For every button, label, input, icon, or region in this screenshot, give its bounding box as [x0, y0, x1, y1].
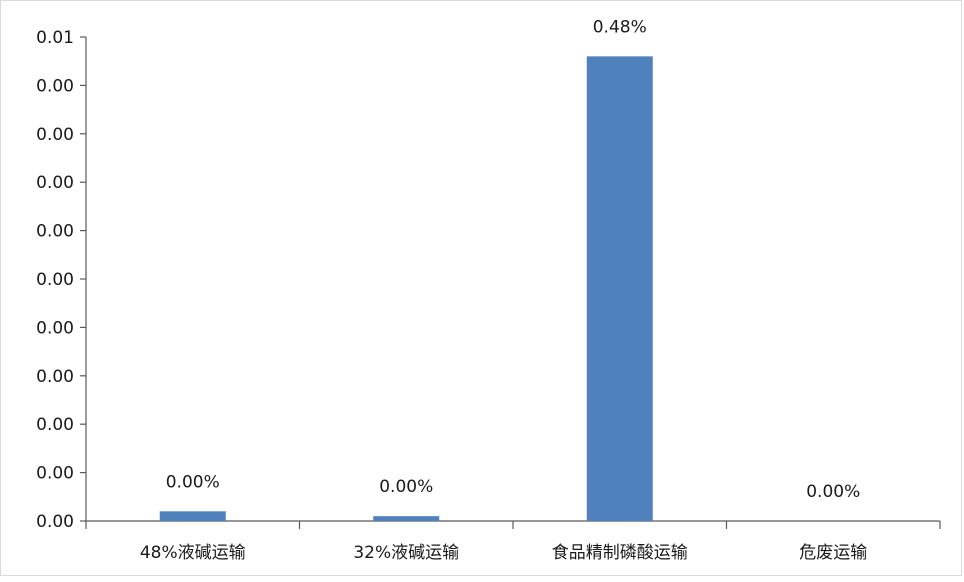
- bar: [586, 56, 653, 522]
- y-tick-label: 0.00: [36, 464, 74, 484]
- bars: [159, 56, 653, 522]
- bar: [373, 516, 440, 521]
- y-tick-label: 0.00: [36, 270, 74, 290]
- y-tick-label: 0.00: [36, 222, 74, 242]
- x-tick-label: 32%液碱运输: [353, 543, 459, 563]
- y-tick-label: 0.00: [36, 512, 74, 532]
- bar: [159, 511, 226, 521]
- y-tick-label: 0.00: [36, 367, 74, 387]
- data-labels: 0.00% 0.00% 0.48% 0.00%: [166, 17, 861, 502]
- x-axis: 48%液碱运输 32%液碱运输 食品精制磷酸运输 危废运输: [85, 520, 941, 563]
- x-tick-label: 48%液碱运输: [140, 543, 246, 563]
- y-axis: 0.00 0.00 0.00 0.00 0.00 0.00 0.00 0.00 0.00 0.00…: [36, 28, 87, 532]
- data-label: 0.00%: [806, 482, 860, 502]
- x-tick-label: 食品精制磷酸运输: [552, 543, 688, 563]
- x-tick-label: 危废运输: [799, 543, 867, 563]
- y-tick-label: 0.00: [36, 76, 74, 96]
- data-label: 0.00%: [166, 472, 220, 492]
- data-label: 0.48%: [593, 17, 647, 37]
- data-label: 0.00%: [379, 477, 433, 497]
- y-tick-label: 0.01: [36, 28, 74, 48]
- y-tick-label: 0.00: [36, 415, 74, 435]
- y-tick-label: 0.00: [36, 318, 74, 338]
- y-tick-label: 0.00: [36, 125, 74, 145]
- y-tick-label: 0.00: [36, 173, 74, 193]
